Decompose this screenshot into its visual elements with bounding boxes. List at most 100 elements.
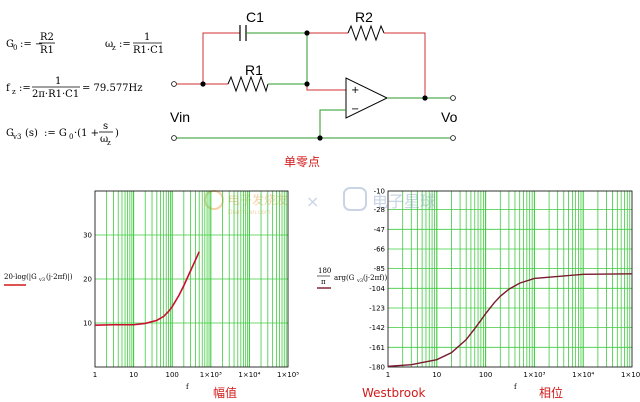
y-tick-label: -47 xyxy=(374,226,385,234)
opamp-triangle xyxy=(345,77,389,119)
eq-fz-sub: z xyxy=(12,88,16,96)
eq-wz-sub: z xyxy=(112,44,116,52)
eq-gv3-num: s xyxy=(103,121,108,132)
watermark: 电子发烧友 DianYuan.com × 电子星球 xyxy=(204,187,436,216)
y-tick-label: -142 xyxy=(369,324,385,332)
wire-r2-to-output xyxy=(384,32,426,98)
phase-plot: -180 -161 -142 -123 -104 -85 -66 -47 -28 -10 1 10 1… xyxy=(317,188,640,400)
eq-fz-assign: := xyxy=(19,83,31,94)
phase-ylabel-a: arg(G xyxy=(334,274,355,282)
phase-tick-labels: -180 -161 -142 -123 -104 -85 -66 -47 -28 -10 xyxy=(369,188,385,372)
magnitude-y-label: 20·log(|G v3 (j·2πf)|) xyxy=(4,273,73,286)
wire-to-inverting-input xyxy=(306,84,346,91)
eq-gv3-mid: ·(1 + xyxy=(74,128,99,139)
terminal-ground-in xyxy=(171,135,177,141)
y-tick-label: 30 xyxy=(83,232,92,240)
phase-xlabel: f xyxy=(514,383,518,391)
junction-output xyxy=(422,95,428,101)
eq-fz-lhs: f xyxy=(6,83,11,94)
phase-curve xyxy=(388,273,632,367)
y-tick-label: 10 xyxy=(83,320,92,328)
phase-ylabel-sub: v3 xyxy=(356,278,363,284)
brand1-text: 电子发烧友 xyxy=(228,192,288,207)
c1-label: C1 xyxy=(246,9,264,25)
x-tick-label: 100 xyxy=(166,371,179,379)
eq-gv3-assign: := G xyxy=(44,128,67,139)
magnitude-xlabel: f xyxy=(186,383,190,391)
opamp-plus-label: + xyxy=(351,85,359,96)
magnitude-ylabel-b: (j·2πf)|) xyxy=(46,273,73,281)
phase-ylabel-den: π xyxy=(321,278,326,286)
phase-y-label: 180 π arg(G v3 (j·2πf)) xyxy=(317,267,388,289)
junction-mid xyxy=(304,81,310,87)
x-tick-label: 1×10⁵ xyxy=(621,371,640,379)
x-tick-label: 1×10⁴ xyxy=(572,371,594,379)
magnitude-ylabel-sub: v3 xyxy=(38,277,45,283)
eq-gv3-sub: v3 xyxy=(12,133,21,141)
magnitude-x-tick-labels: 1 10 100 1×10³ 1×10⁴ 1×10⁵ xyxy=(93,371,299,379)
x-tick-label: 1×10⁴ xyxy=(238,371,260,379)
y-tick-label: -123 xyxy=(369,304,385,312)
y-tick-label: -161 xyxy=(369,344,385,352)
watermark-cross: × xyxy=(306,192,319,211)
y-tick-label: -104 xyxy=(369,285,385,293)
terminal-vo xyxy=(450,95,456,101)
author-credit: Westbrook xyxy=(362,386,425,400)
magnitude-curve xyxy=(95,251,200,326)
junction-top xyxy=(304,30,310,36)
phase-x-tick-labels: 1 10 100 1×10³ 1×10⁴ 1×10⁵ xyxy=(386,371,640,379)
eq-fz-num: 1 xyxy=(55,76,61,87)
phase-caption: 相位 xyxy=(539,385,563,400)
eq-gv3-sub0: 0 xyxy=(69,133,73,141)
opamp-minus-label: − xyxy=(351,104,359,115)
eq-wz-den: R1·C1 xyxy=(133,45,164,56)
phase-ylabel-b: (j·2πf)) xyxy=(363,274,388,282)
magnitude-frame xyxy=(94,190,289,368)
vin-label: Vin xyxy=(170,109,190,125)
y-tick-label: -10 xyxy=(374,188,385,196)
y-tick-label: 20 xyxy=(83,276,92,284)
circuit-schematic: C1 R2 R1 + − Vin Vo 单零点 xyxy=(170,9,458,169)
phase-frame xyxy=(387,190,633,368)
x-tick-label: 1×10³ xyxy=(200,371,222,379)
y-tick-label: -180 xyxy=(369,364,385,372)
eq-gv3-lhs: G xyxy=(6,128,14,139)
magnitude-grid xyxy=(95,191,288,367)
eq-wz-lhs: ω xyxy=(105,39,113,50)
magnitude-tick-labels: 10 20 30 xyxy=(83,232,92,328)
x-tick-label: 1 xyxy=(93,371,97,379)
magnitude-plot: 10 20 30 1 10 100 1×10³ 1×10⁴ 1×10⁵ 20·log(|G v… xyxy=(4,190,299,400)
eq-gv3-den-sub: z xyxy=(107,139,111,147)
eq-fz-value: = 79.577Hz xyxy=(82,83,143,94)
junction-input xyxy=(200,81,206,87)
eq-g0-num: R2 xyxy=(40,32,54,43)
eq-gv3-den: ω xyxy=(100,134,108,145)
magnitude-caption: 幅值 xyxy=(213,385,237,400)
vo-label: Vo xyxy=(441,109,458,125)
r1-resistor xyxy=(227,75,269,93)
eq-gv3-arg: (s) xyxy=(25,128,38,139)
phase-grid xyxy=(388,191,632,367)
junction-ground xyxy=(317,135,323,141)
eq-g0-sub: 0 xyxy=(13,44,17,52)
y-tick-label: -28 xyxy=(374,206,385,214)
eq-wz-assign: := xyxy=(119,39,131,50)
r1-label: R1 xyxy=(245,62,263,78)
wire-noninverting-to-ground xyxy=(319,109,346,138)
r2-label: R2 xyxy=(355,9,373,25)
x-tick-label: 10 xyxy=(432,371,441,379)
eq-gv3-close: ) xyxy=(115,128,119,139)
eq-g0-lhs: G xyxy=(6,39,14,50)
x-tick-label: 1×10⁵ xyxy=(277,371,299,379)
eq-g0-den: R1 xyxy=(40,45,54,56)
terminal-ground-out xyxy=(450,135,456,141)
terminal-vin xyxy=(171,81,177,87)
x-tick-label: 100 xyxy=(479,371,492,379)
circuit-caption: 单零点 xyxy=(284,155,320,169)
y-tick-label: -66 xyxy=(374,245,386,253)
y-tick-label: -85 xyxy=(374,265,385,273)
x-tick-label: 1 xyxy=(386,371,390,379)
magnitude-ylabel-a: 20·log(|G xyxy=(4,273,37,281)
eq-wz-num: 1 xyxy=(144,32,150,43)
